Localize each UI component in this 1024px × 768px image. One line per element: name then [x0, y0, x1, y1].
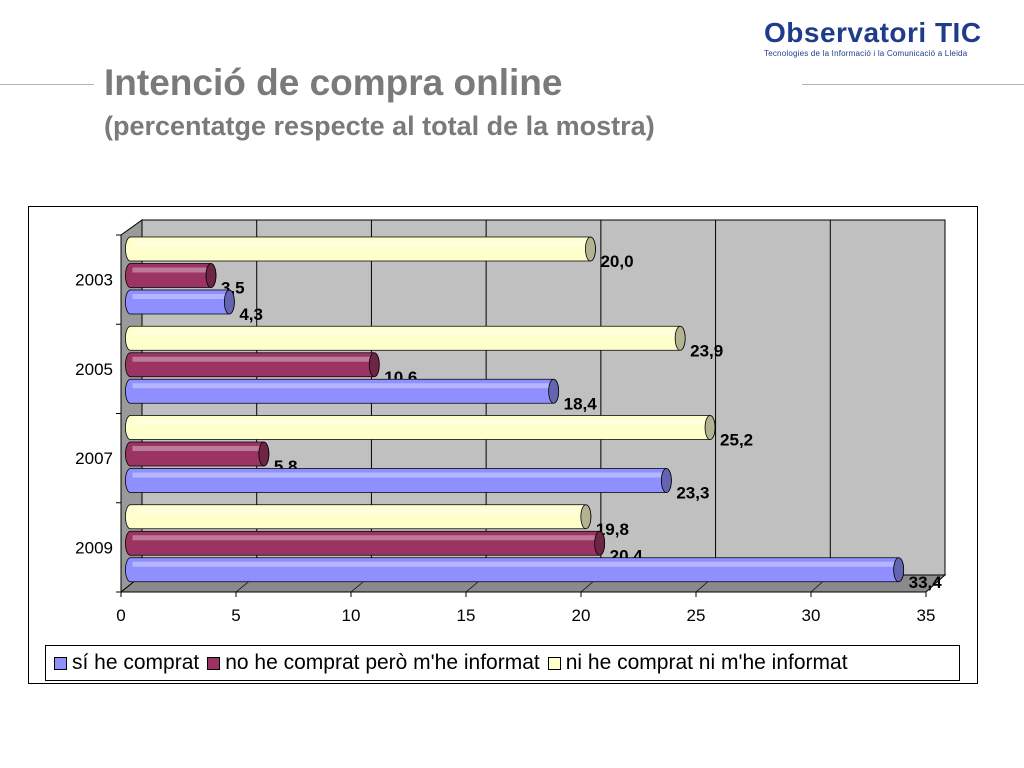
legend-item-si-he-comprat: sí he comprat — [46, 651, 199, 675]
x-tick-label-5: 5 — [231, 606, 240, 625]
chart-legend: sí he comprat no he comprat però m'he in… — [45, 645, 960, 681]
observatori-tic-logo: Observatori TIC Tecnologies de la Inform… — [764, 17, 986, 59]
category-label-2009: 2009 — [75, 538, 113, 557]
bar-highlight-no-he-comprat-per-m-he-informat-2009 — [132, 535, 596, 541]
category-label-2005: 2005 — [75, 360, 113, 379]
bar-highlight-ni-he-comprat-ni-m-he-informat-2009 — [132, 508, 582, 514]
x-tick-label-10: 10 — [342, 606, 361, 625]
legend-label-no-he-comprat: no he comprat però m'he informat — [225, 651, 540, 674]
page-subtitle: (percentatge respecte al total de la mos… — [104, 111, 655, 141]
data-label-s-he-comprat-2009: 33,4 — [909, 573, 943, 592]
x-tick-label-30: 30 — [802, 606, 821, 625]
bar-ni-he-comprat-ni-m-he-informat-2003 — [125, 236, 596, 262]
bar-s-he-comprat-2003 — [125, 289, 235, 315]
legend-item-no-he-comprat: no he comprat però m'he informat — [199, 651, 540, 675]
bar-ni-he-comprat-ni-m-he-informat-2007 — [125, 415, 716, 440]
header-rule-left — [0, 84, 94, 85]
bar-highlight-ni-he-comprat-ni-m-he-informat-2003 — [132, 241, 587, 246]
legend-swatch-si-he-comprat — [54, 656, 67, 670]
header-rule-right — [802, 84, 1024, 85]
bar-cap-s-he-comprat-2005 — [548, 378, 560, 404]
bar-highlight-s-he-comprat-2005 — [132, 383, 550, 389]
bar-ni-he-comprat-ni-m-he-informat-2005 — [125, 325, 686, 351]
data-label-ni-he-comprat-ni-m-he-informat-2003: 20,0 — [600, 252, 633, 271]
bar-no-he-comprat-per-m-he-informat-2003 — [125, 263, 217, 288]
bar-no-he-comprat-per-m-he-informat-2007 — [125, 441, 270, 467]
bar-highlight-s-he-comprat-2003 — [132, 294, 226, 299]
legend-item-ni-he-comprat: ni he comprat ni m'he informat — [540, 651, 848, 675]
bar-cap-ni-he-comprat-ni-m-he-informat-2005 — [674, 325, 686, 351]
x-tick-label-25: 25 — [687, 606, 706, 625]
bar-cap-s-he-comprat-2003 — [223, 289, 235, 315]
bar-s-he-comprat-2005 — [125, 378, 560, 404]
data-label-s-he-comprat-2005: 18,4 — [564, 394, 598, 413]
logo-name: Observatori TIC — [764, 17, 982, 48]
bar-no-he-comprat-per-m-he-informat-2009 — [125, 530, 606, 556]
data-label-s-he-comprat-2007: 23,3 — [676, 484, 709, 503]
x-tick-label-35: 35 — [917, 606, 936, 625]
bar-highlight-no-he-comprat-per-m-he-informat-2007 — [132, 446, 260, 451]
bar-cap-no-he-comprat-per-m-he-informat-2005 — [368, 352, 380, 378]
bar-cap-s-he-comprat-2009 — [893, 557, 905, 583]
x-tick-label-0: 0 — [116, 606, 125, 625]
category-label-2003: 2003 — [75, 271, 113, 290]
bar-cap-s-he-comprat-2007 — [660, 468, 672, 493]
bar-highlight-no-he-comprat-per-m-he-informat-2003 — [132, 267, 207, 273]
category-label-2007: 2007 — [75, 449, 113, 468]
bar-highlight-no-he-comprat-per-m-he-informat-2005 — [132, 356, 371, 362]
bar-cap-ni-he-comprat-ni-m-he-informat-2003 — [585, 236, 596, 262]
legend-label-si-he-comprat: sí he comprat — [72, 651, 200, 674]
bar-no-he-comprat-per-m-he-informat-2005 — [125, 352, 380, 378]
bar-highlight-ni-he-comprat-ni-m-he-informat-2007 — [132, 419, 707, 425]
bar-s-he-comprat-2009 — [125, 557, 905, 583]
logo-tagline: Tecnologies de la Informació i la Comuni… — [764, 49, 968, 58]
bar-highlight-s-he-comprat-2009 — [132, 561, 895, 567]
x-tick-label-20: 20 — [572, 606, 591, 625]
data-label-ni-he-comprat-ni-m-he-informat-2005: 23,9 — [690, 341, 723, 360]
bar-s-he-comprat-2007 — [125, 468, 672, 493]
bar-cap-no-he-comprat-per-m-he-informat-2003 — [205, 263, 217, 288]
bar-highlight-s-he-comprat-2007 — [132, 472, 663, 478]
data-label-ni-he-comprat-ni-m-he-informat-2007: 25,2 — [720, 431, 753, 450]
bar-ni-he-comprat-ni-m-he-informat-2009 — [125, 504, 592, 530]
bar-cap-ni-he-comprat-ni-m-he-informat-2007 — [704, 415, 716, 440]
bar-highlight-ni-he-comprat-ni-m-he-informat-2005 — [132, 330, 677, 336]
legend-label-ni-he-comprat: ni he comprat ni m'he informat — [565, 651, 848, 674]
bar-cap-no-he-comprat-per-m-he-informat-2007 — [258, 441, 270, 467]
data-label-ni-he-comprat-ni-m-he-informat-2009: 19,8 — [596, 520, 629, 539]
data-label-s-he-comprat-2003: 4,3 — [239, 305, 263, 324]
x-tick-label-15: 15 — [457, 606, 476, 625]
legend-swatch-ni-he-comprat — [547, 656, 561, 670]
legend-swatch-no-he-comprat — [207, 656, 221, 670]
page-title: Intenció de compra online — [104, 62, 563, 103]
bar-cap-ni-he-comprat-ni-m-he-informat-2009 — [580, 504, 592, 530]
bar-cap-no-he-comprat-per-m-he-informat-2009 — [594, 530, 606, 556]
